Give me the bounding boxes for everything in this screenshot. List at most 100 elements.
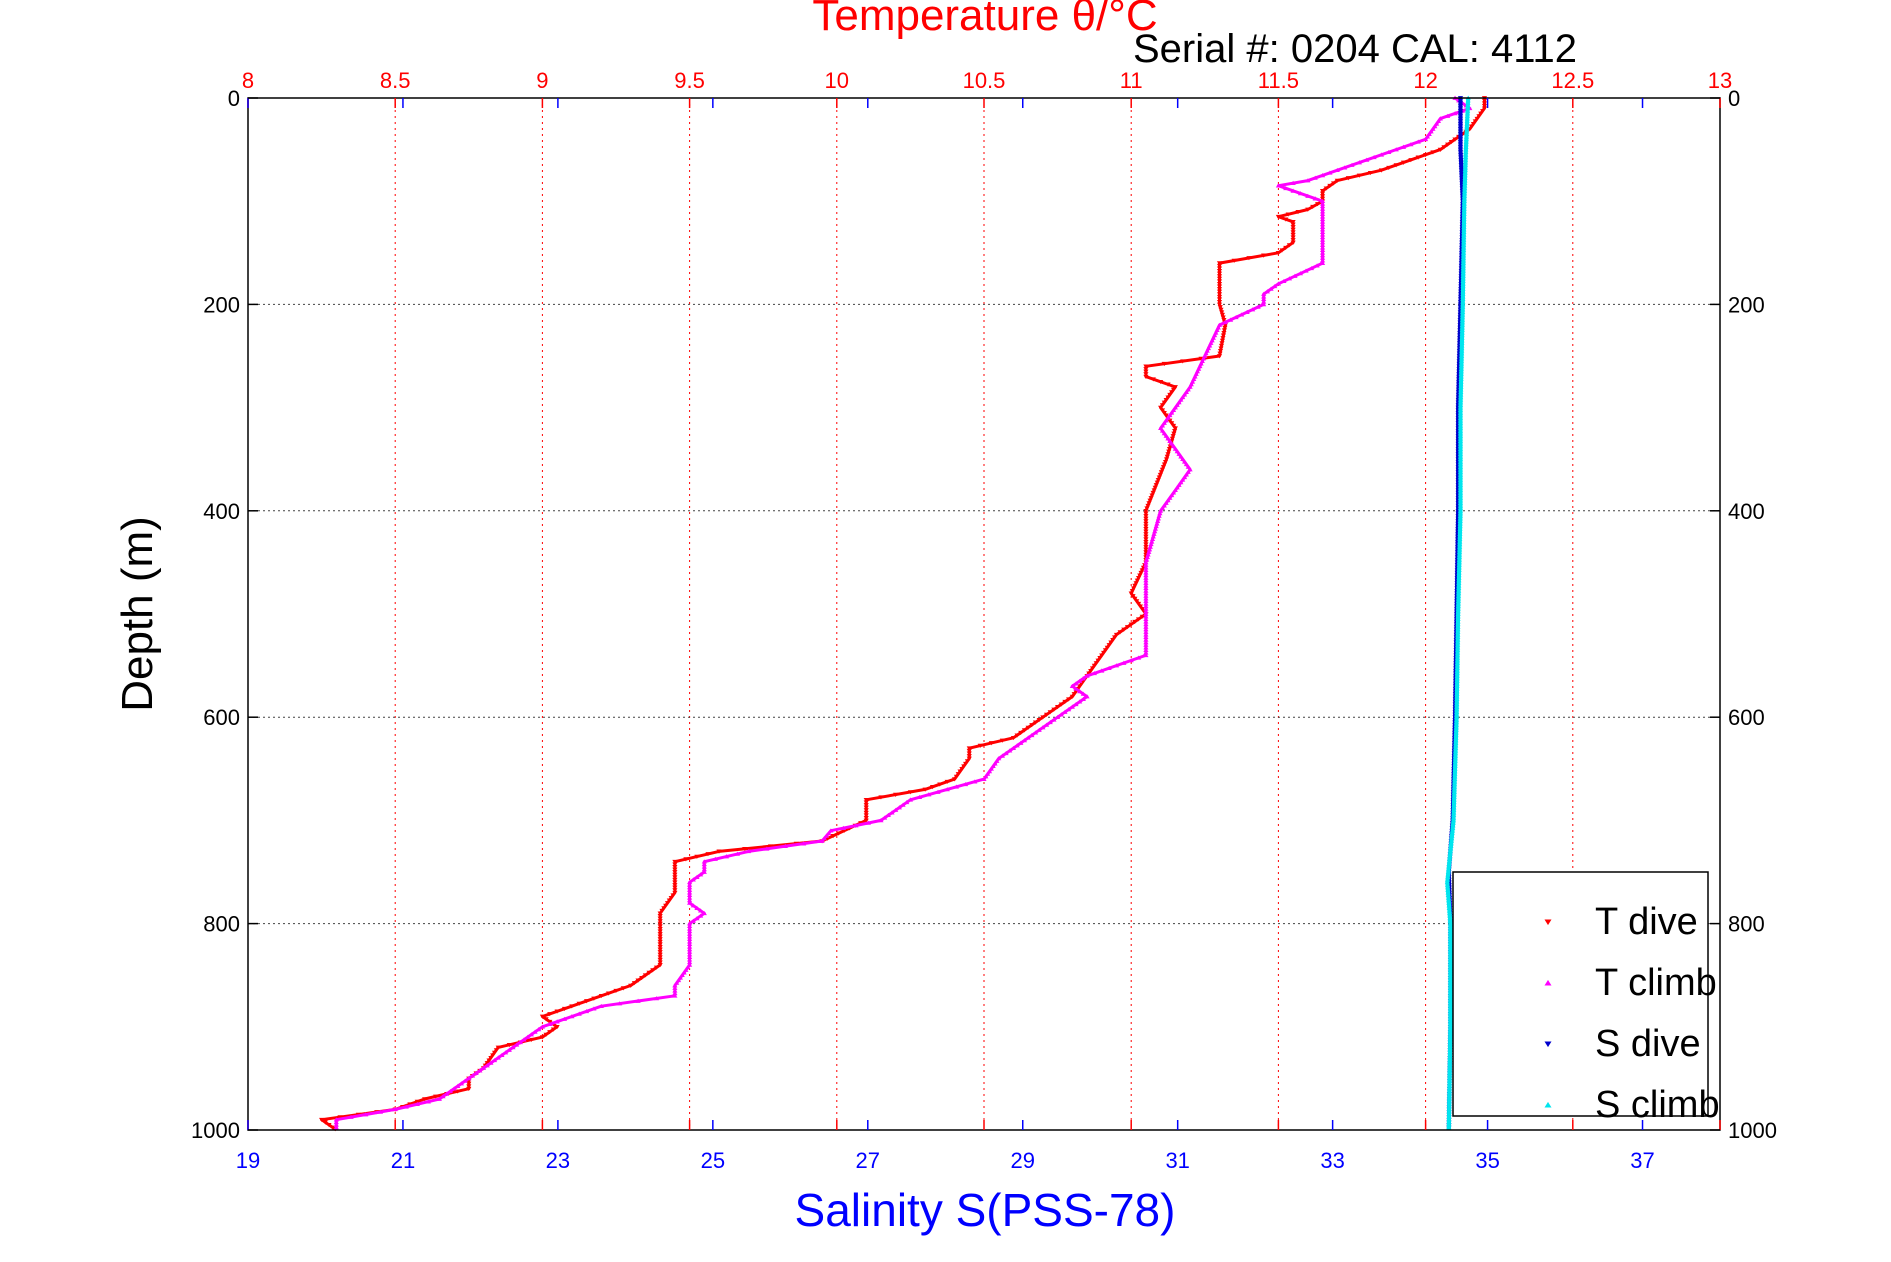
data-point [1458, 379, 1464, 384]
data-point [1144, 557, 1150, 562]
data-point [1153, 523, 1159, 529]
data-point [1457, 400, 1464, 405]
data-point [1457, 116, 1464, 121]
data-point [1162, 459, 1169, 465]
data-point [1216, 294, 1223, 299]
data-point [687, 962, 693, 967]
data-point [628, 983, 634, 988]
data-point [701, 859, 707, 864]
data-point [1454, 660, 1461, 665]
data-point [672, 990, 678, 996]
data-point [1170, 490, 1177, 495]
data-point [1157, 511, 1163, 516]
data-point [1155, 518, 1161, 523]
data-point [1319, 198, 1326, 204]
data-point [1043, 712, 1050, 717]
data-point [1165, 452, 1171, 457]
data-point [1165, 415, 1171, 420]
data-point [1453, 745, 1459, 750]
data-point [1036, 717, 1042, 723]
data-point [1143, 642, 1149, 647]
data-point [1161, 462, 1168, 467]
data-point [1459, 312, 1466, 317]
data-point [1180, 359, 1186, 364]
data-point [1457, 119, 1464, 124]
data-point [1474, 116, 1480, 121]
data-point [893, 792, 899, 797]
data-point [944, 787, 950, 792]
data-point [1462, 175, 1468, 180]
data-point [1451, 794, 1457, 799]
data-point [1104, 645, 1110, 650]
data-point [1453, 740, 1459, 745]
data-point [1461, 234, 1467, 240]
data-point [458, 1081, 465, 1086]
data-point [1457, 505, 1464, 511]
data-point [1378, 168, 1385, 173]
data-point [517, 1039, 523, 1045]
data-point [1460, 299, 1466, 304]
data-point [1151, 488, 1157, 493]
data-point [1143, 575, 1149, 580]
data-point [1454, 709, 1460, 714]
data-point [1444, 877, 1451, 882]
data-point [1457, 539, 1463, 544]
data-point [1279, 248, 1285, 253]
data-point [981, 776, 987, 781]
data-point [1459, 314, 1466, 320]
data-point [1174, 402, 1180, 407]
data-point [1128, 591, 1134, 596]
data-point [1446, 861, 1452, 867]
data-point [1460, 307, 1466, 312]
top-tick-label: 8.5 [380, 68, 411, 93]
data-point [657, 957, 663, 963]
data-point [1452, 137, 1458, 142]
data-point [1080, 691, 1086, 696]
data-point [1461, 245, 1467, 250]
data-point [1460, 276, 1466, 281]
data-point [1446, 1109, 1452, 1114]
data-point [1460, 284, 1466, 289]
data-point [550, 1027, 557, 1032]
data-point [1181, 474, 1188, 480]
data-point [1458, 369, 1464, 374]
data-point [1040, 715, 1046, 720]
data-point [1447, 918, 1453, 923]
data-point [951, 777, 958, 782]
data-point [1447, 1050, 1453, 1055]
data-point [1231, 258, 1237, 263]
data-point [672, 890, 678, 895]
data-point [1454, 678, 1460, 683]
data-point [1073, 686, 1079, 691]
data-point [1457, 413, 1464, 418]
data-point [1216, 289, 1223, 294]
data-point [1447, 972, 1453, 978]
data-point [1447, 1021, 1453, 1027]
data-point [1457, 410, 1464, 415]
data-point [657, 947, 663, 952]
data-point [1261, 253, 1267, 258]
data-point [1319, 222, 1326, 227]
data-point [1176, 451, 1182, 456]
data-point [1143, 596, 1149, 601]
data-point [1143, 593, 1149, 598]
data-point [1423, 136, 1429, 142]
data-point [425, 1099, 431, 1104]
data-point [503, 1050, 509, 1055]
data-point [1319, 194, 1326, 199]
data-layer [319, 95, 1488, 1132]
data-point [1286, 243, 1293, 248]
data-point [1323, 186, 1329, 191]
data-point [1449, 833, 1455, 838]
data-point [1446, 1125, 1452, 1130]
data-point [414, 1101, 420, 1107]
data-point [1133, 581, 1139, 586]
data-point [1457, 103, 1464, 109]
data-point [657, 942, 663, 947]
data-point [1150, 490, 1156, 496]
data-point [1463, 149, 1469, 154]
data-point [1447, 910, 1453, 916]
data-point [1457, 114, 1464, 119]
data-point [1408, 158, 1414, 163]
data-point [1167, 413, 1173, 418]
